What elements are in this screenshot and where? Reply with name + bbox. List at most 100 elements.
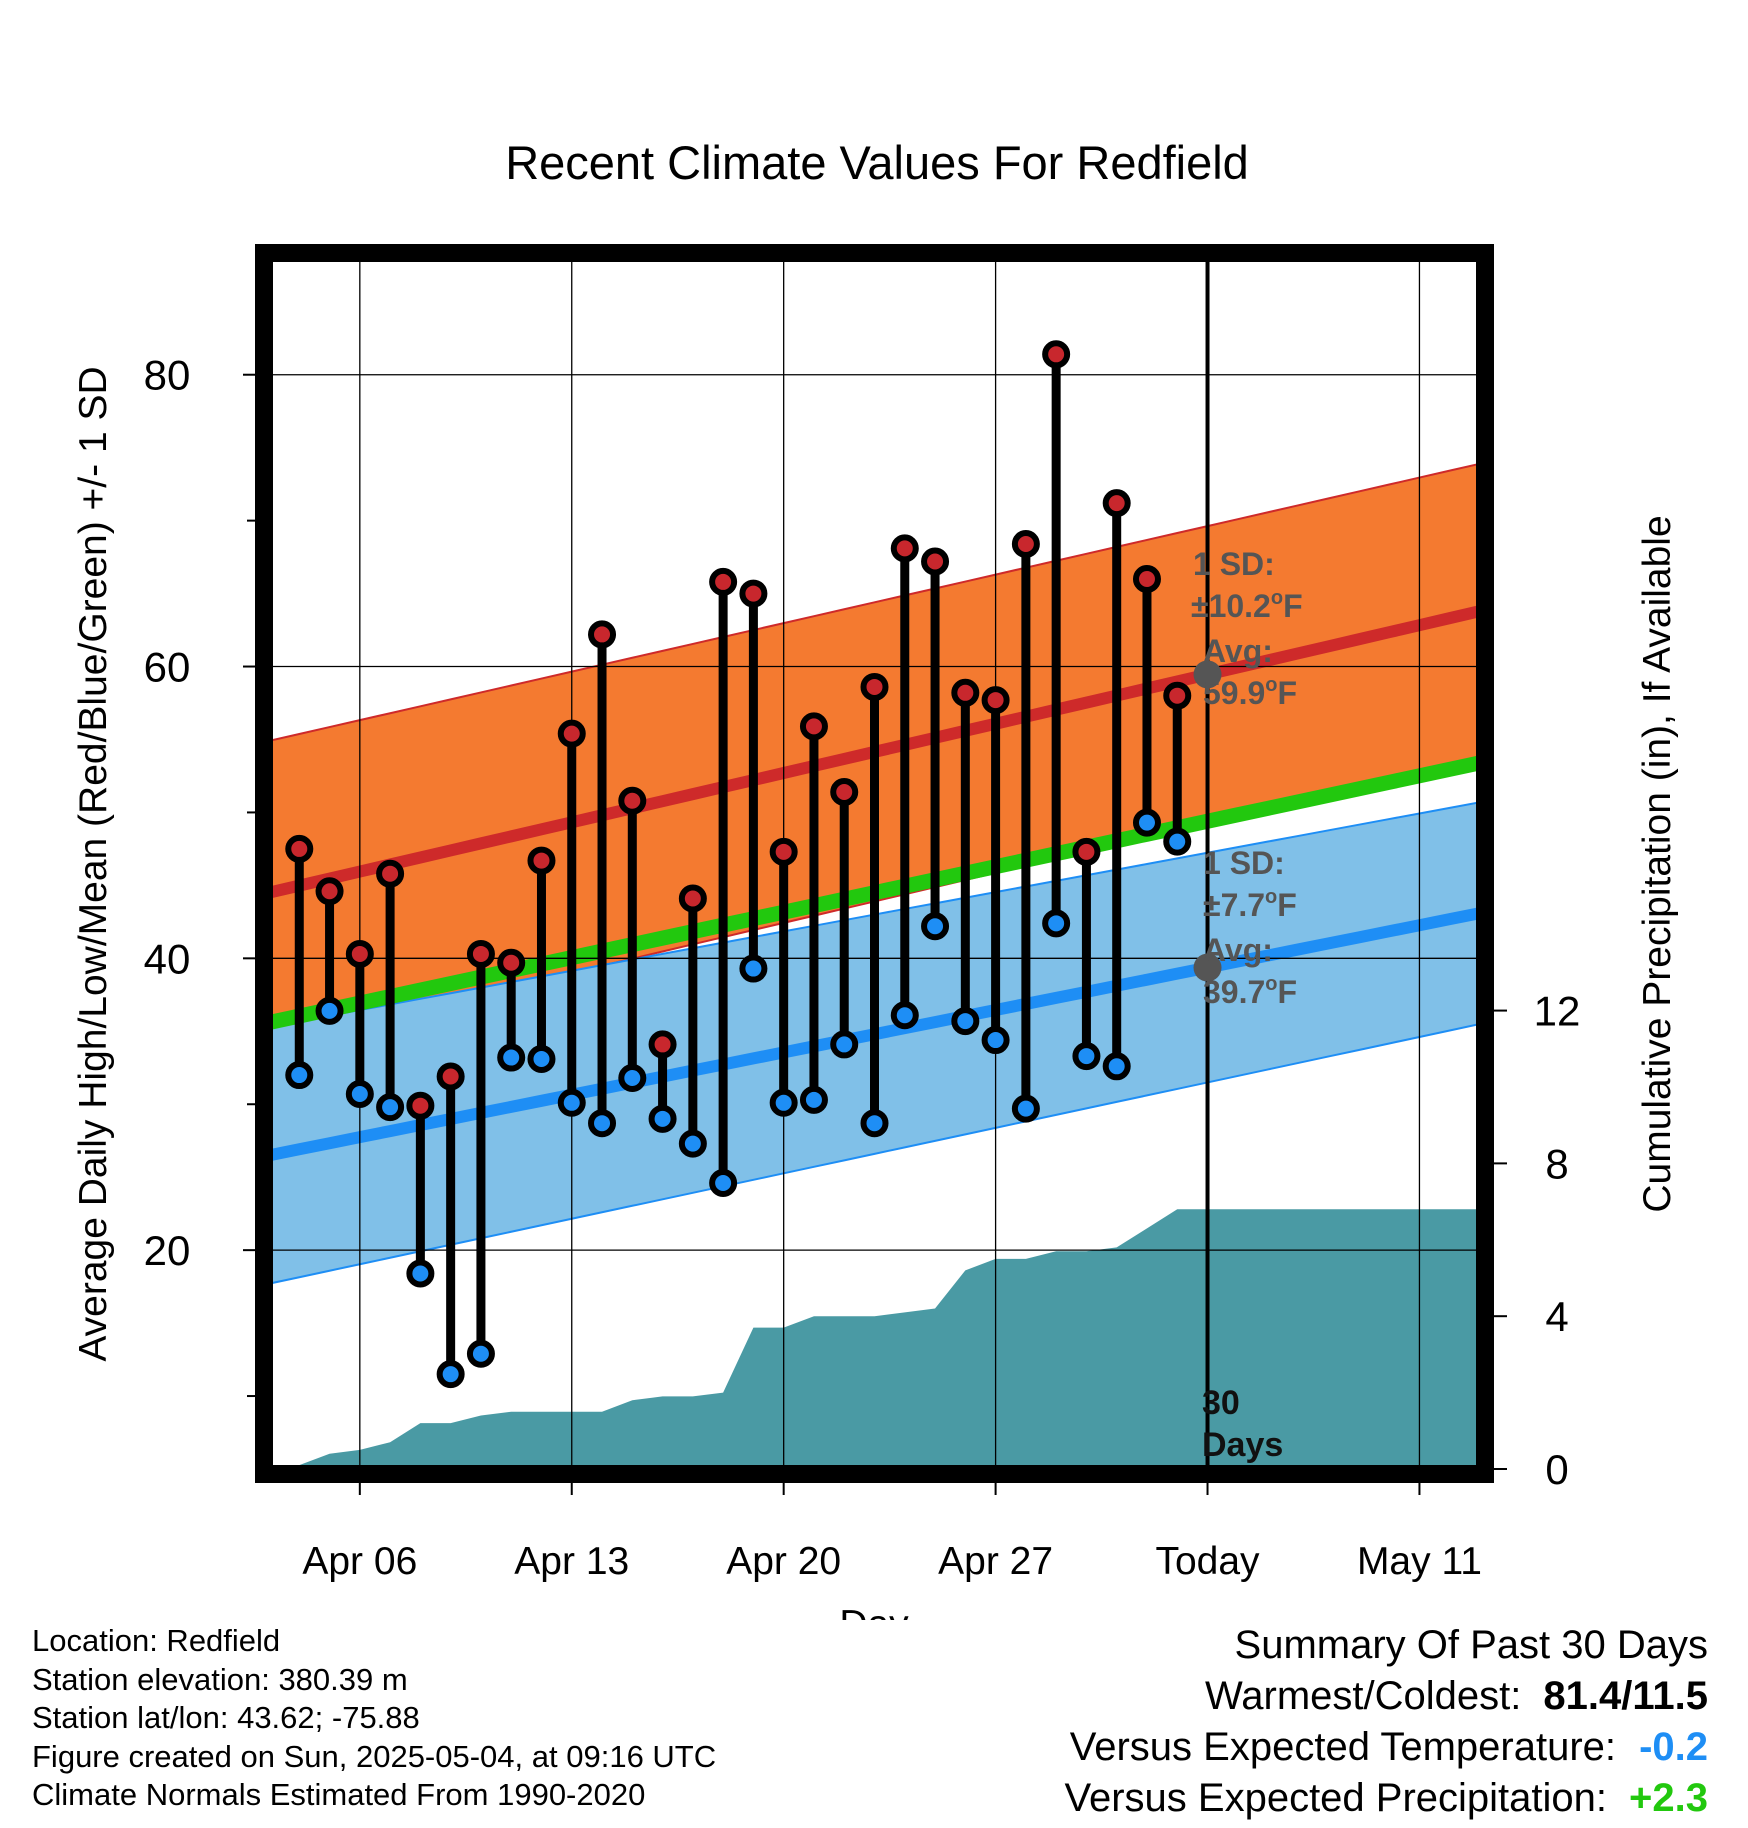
high-point xyxy=(1072,837,1101,866)
y-tick-label: 40 xyxy=(144,935,191,982)
x-tick-label: Apr 13 xyxy=(514,1540,629,1583)
y-axis-label-left: Average Daily High/Low/Mean (Red/Blue/Gr… xyxy=(72,366,115,1361)
high-avg-value: 59.9oF xyxy=(1203,674,1297,711)
summary-title: Summary Of Past 30 Days xyxy=(1234,1623,1708,1667)
x-tick-label: Apr 27 xyxy=(938,1540,1053,1583)
axes: 20 40 60 80 0 4 8 12 Apr 06 Apr 13 Apr 20 Apr 27 Tod… xyxy=(72,244,1679,1620)
low-point xyxy=(648,1104,677,1133)
precip-tick-label: 12 xyxy=(1534,988,1581,1035)
high-point xyxy=(890,534,919,563)
y-axis-label-right: Cumulative Precipitation (in), If Availa… xyxy=(1636,515,1679,1212)
high-point xyxy=(285,834,314,863)
high-point xyxy=(921,547,950,576)
y-tick-label: 60 xyxy=(144,644,191,691)
high-point xyxy=(981,686,1010,715)
low-point xyxy=(1072,1042,1101,1071)
climate-chart: Recent Climate Values For Redfield 1 SD:… xyxy=(72,136,1679,1620)
high-sd-value: ±10.2oF xyxy=(1191,587,1303,624)
high-point xyxy=(1132,564,1161,593)
low-point xyxy=(860,1109,889,1138)
low-sd-value: ±7.7oF xyxy=(1203,886,1297,923)
y-tick-label: 20 xyxy=(144,1227,191,1274)
high-point xyxy=(345,939,374,968)
warm-cold-label: Warmest/Coldest: xyxy=(1205,1674,1522,1718)
low-point xyxy=(527,1045,556,1074)
low-point xyxy=(376,1093,405,1122)
high-point xyxy=(315,877,344,906)
high-point xyxy=(799,712,828,741)
precip-area xyxy=(299,1209,1480,1469)
station-info: Location: Redfield Station elevation: 38… xyxy=(32,1622,716,1815)
high-point xyxy=(497,948,526,977)
low-point xyxy=(739,954,768,983)
low-point xyxy=(709,1169,738,1198)
high-point xyxy=(466,939,495,968)
low-point xyxy=(497,1043,526,1072)
high-point xyxy=(739,579,768,608)
days-number: 30 xyxy=(1202,1384,1240,1422)
high-point xyxy=(376,859,405,888)
warm-cold-value: 81.4/11.5 xyxy=(1543,1674,1708,1718)
high-point xyxy=(830,778,859,807)
high-point xyxy=(951,678,980,707)
x-tick-label: Apr 20 xyxy=(726,1540,841,1583)
low-point xyxy=(1132,808,1161,837)
x-tick-label: Today xyxy=(1155,1540,1260,1583)
summary-precip: Versus Expected Precipitation: +2.3 xyxy=(1065,1773,1709,1824)
low-point xyxy=(799,1085,828,1114)
high-point xyxy=(1102,489,1131,518)
elevation-text: Station elevation: 380.39 m xyxy=(32,1661,408,1697)
high-point xyxy=(1163,681,1192,710)
low-avg-value: 39.7oF xyxy=(1203,973,1297,1010)
low-point xyxy=(588,1109,617,1138)
low-point xyxy=(1163,827,1192,856)
high-avg-label: Avg: xyxy=(1203,633,1273,669)
low-sd-label: 1 SD: xyxy=(1203,845,1285,881)
high-point xyxy=(436,1062,465,1091)
high-point xyxy=(406,1091,435,1120)
summary-warm-cold: Warmest/Coldest: 81.4/11.5 xyxy=(1065,1671,1708,1722)
days-word: Days xyxy=(1202,1426,1283,1464)
low-avg-label: Avg: xyxy=(1203,932,1273,968)
precip-tick-label: 8 xyxy=(1545,1140,1568,1187)
precip-label: Versus Expected Precipitation: xyxy=(1064,1776,1608,1820)
location-text: Location: Redfield xyxy=(32,1623,281,1658)
low-point xyxy=(406,1259,435,1288)
annotations: 1 SD: ±10.2oF Avg: 59.9oF 1 SD: ±7.7oF Avg: 39.… xyxy=(1191,546,1303,1010)
normals-text: Climate Normals Estimated From 1990-2020 xyxy=(32,1777,646,1812)
high-point xyxy=(648,1030,677,1059)
high-point xyxy=(709,567,738,596)
plot-frame xyxy=(255,244,1494,1483)
high-point xyxy=(527,846,556,875)
x-tick-label: May 11 xyxy=(1357,1540,1482,1583)
low-point xyxy=(466,1339,495,1368)
x-axis-label: Day xyxy=(839,1603,909,1620)
high-point xyxy=(1011,529,1040,558)
low-point xyxy=(345,1080,374,1109)
low-point xyxy=(890,1001,919,1030)
high-point xyxy=(860,672,889,701)
latlon-text: Station lat/lon: 43.62; -75.88 xyxy=(32,1700,420,1735)
high-point xyxy=(678,884,707,913)
low-point xyxy=(1011,1094,1040,1123)
precip-tick-label: 4 xyxy=(1545,1293,1568,1340)
created-text: Figure created on Sun, 2025-05-04, at 09… xyxy=(32,1738,717,1774)
y-tick-label: 80 xyxy=(144,352,191,399)
plot-content: 1 SD: ±10.2oF Avg: 59.9oF 1 SD: ±7.7oF Avg: 39.… xyxy=(269,258,1480,1469)
temp-value: -0.2 xyxy=(1639,1725,1708,1769)
low-point xyxy=(678,1129,707,1158)
precip-tick-label: 0 xyxy=(1545,1446,1568,1493)
high-point xyxy=(588,620,617,649)
today-high-avg-marker xyxy=(1193,660,1222,689)
today-low-avg-marker xyxy=(1193,953,1222,982)
low-point xyxy=(921,912,950,941)
low-point xyxy=(618,1063,647,1092)
low-point xyxy=(557,1088,586,1117)
low-point xyxy=(769,1088,798,1117)
low-point xyxy=(436,1360,465,1389)
chart-title: Recent Climate Values For Redfield xyxy=(505,136,1249,189)
precip-value: +2.3 xyxy=(1629,1776,1708,1820)
low-point xyxy=(1102,1052,1131,1081)
high-point xyxy=(1042,340,1071,369)
high-point xyxy=(769,837,798,866)
